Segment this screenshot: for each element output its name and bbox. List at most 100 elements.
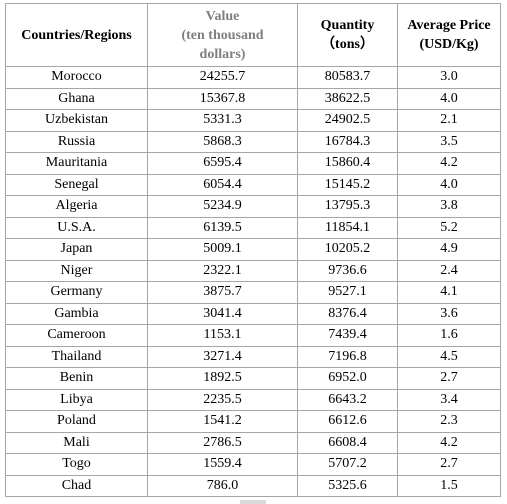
country-cell: Ghana <box>5 87 148 110</box>
table-row: Russia 5868.3 16784.3 3.5 <box>5 130 501 153</box>
country-cell: Mauritania <box>5 152 148 175</box>
table-row: Germany 3875.7 9527.1 4.1 <box>5 281 501 304</box>
country-cell: Chad <box>5 474 148 497</box>
price-cell: 3.6 <box>397 302 501 325</box>
table-row: Algeria 5234.9 13795.3 3.8 <box>5 195 501 218</box>
country-cell: Cameroon <box>5 324 148 347</box>
price-cell: 4.0 <box>397 87 501 110</box>
table-row: Ghana 15367.8 38622.5 4.0 <box>5 87 501 110</box>
header-quantity: Quantity （tons） <box>297 3 398 67</box>
table-row: Mauritania 6595.4 15860.4 4.2 <box>5 152 501 175</box>
quantity-cell: 80583.7 <box>297 66 398 89</box>
country-cell: Morocco <box>5 66 148 89</box>
country-cell: Senegal <box>5 173 148 196</box>
price-cell: 3.8 <box>397 195 501 218</box>
value-cell: 786.0 <box>147 474 298 497</box>
value-cell: 1892.5 <box>147 367 298 390</box>
country-cell: Libya <box>5 388 148 411</box>
value-cell: 2235.5 <box>147 388 298 411</box>
price-cell: 4.2 <box>397 152 501 175</box>
header-price-line1: Average Price <box>407 18 491 33</box>
price-cell: 2.7 <box>397 367 501 390</box>
header-countries-regions: Countries/Regions <box>5 3 148 67</box>
price-cell: 4.0 <box>397 173 501 196</box>
data-table-container: Countries/Regions Value (ten thousand do… <box>5 3 501 497</box>
table-row: Morocco 24255.7 80583.7 3.0 <box>5 66 501 89</box>
quantity-cell: 7439.4 <box>297 324 398 347</box>
quantity-cell: 16784.3 <box>297 130 398 153</box>
quantity-cell: 38622.5 <box>297 87 398 110</box>
value-cell: 6054.4 <box>147 173 298 196</box>
quantity-cell: 9736.6 <box>297 259 398 282</box>
header-value: Value (ten thousand dollars) <box>147 3 298 67</box>
country-cell: Togo <box>5 453 148 476</box>
quantity-cell: 15860.4 <box>297 152 398 175</box>
header-quantity-line2: （tons） <box>321 37 374 52</box>
country-cell: Germany <box>5 281 148 304</box>
value-cell: 5009.1 <box>147 238 298 261</box>
header-row: Countries/Regions Value (ten thousand do… <box>5 3 501 67</box>
table-row: U.S.A. 6139.5 11854.1 5.2 <box>5 216 501 239</box>
price-cell: 4.1 <box>397 281 501 304</box>
quantity-cell: 10205.2 <box>297 238 398 261</box>
value-cell: 1541.2 <box>147 410 298 433</box>
country-cell: Poland <box>5 410 148 433</box>
value-cell: 6595.4 <box>147 152 298 175</box>
price-cell: 2.7 <box>397 453 501 476</box>
quantity-cell: 6608.4 <box>297 431 398 454</box>
quantity-cell: 9527.1 <box>297 281 398 304</box>
country-cell: U.S.A. <box>5 216 148 239</box>
value-cell: 1559.4 <box>147 453 298 476</box>
price-cell: 1.6 <box>397 324 501 347</box>
quantity-cell: 6952.0 <box>297 367 398 390</box>
table-row: Togo 1559.4 5707.2 2.7 <box>5 453 501 476</box>
value-cell: 5868.3 <box>147 130 298 153</box>
country-cell: Niger <box>5 259 148 282</box>
country-cell: Uzbekistan <box>5 109 148 132</box>
quantity-cell: 15145.2 <box>297 173 398 196</box>
quantity-cell: 6643.2 <box>297 388 398 411</box>
quantity-cell: 7196.8 <box>297 345 398 368</box>
export-table: Countries/Regions Value (ten thousand do… <box>5 3 501 497</box>
header-quantity-line1: Quantity <box>320 18 375 33</box>
price-cell: 3.5 <box>397 130 501 153</box>
price-cell: 1.5 <box>397 474 501 497</box>
quantity-cell: 6612.6 <box>297 410 398 433</box>
value-cell: 3041.4 <box>147 302 298 325</box>
value-cell: 2322.1 <box>147 259 298 282</box>
price-cell: 2.1 <box>397 109 501 132</box>
value-cell: 1153.1 <box>147 324 298 347</box>
table-row: Uzbekistan 5331.3 24902.5 2.1 <box>5 109 501 132</box>
value-cell: 2786.5 <box>147 431 298 454</box>
table-row: Japan 5009.1 10205.2 4.9 <box>5 238 501 261</box>
header-price-line2: (USD/Kg) <box>419 37 479 52</box>
table-row: Mali 2786.5 6608.4 4.2 <box>5 431 501 454</box>
table-row: Libya 2235.5 6643.2 3.4 <box>5 388 501 411</box>
table-body: Morocco 24255.7 80583.7 3.0 Ghana 15367.8 3862… <box>5 66 501 497</box>
price-cell: 2.3 <box>397 410 501 433</box>
price-cell: 4.9 <box>397 238 501 261</box>
price-cell: 3.0 <box>397 66 501 89</box>
table-row: Thailand 3271.4 7196.8 4.5 <box>5 345 501 368</box>
value-cell: 3875.7 <box>147 281 298 304</box>
quantity-cell: 8376.4 <box>297 302 398 325</box>
header-value-line2: (ten thousand <box>181 27 264 43</box>
table-row: Poland 1541.2 6612.6 2.3 <box>5 410 501 433</box>
quantity-cell: 24902.5 <box>297 109 398 132</box>
table-row: Gambia 3041.4 8376.4 3.6 <box>5 302 501 325</box>
value-cell: 5331.3 <box>147 109 298 132</box>
table-row: Niger 2322.1 9736.6 2.4 <box>5 259 501 282</box>
price-cell: 3.4 <box>397 388 501 411</box>
price-cell: 5.2 <box>397 216 501 239</box>
country-cell: Gambia <box>5 302 148 325</box>
header-average-price: Average Price (USD/Kg) <box>397 3 501 67</box>
price-cell: 4.5 <box>397 345 501 368</box>
bottom-edge-tab <box>240 500 266 504</box>
value-cell: 3271.4 <box>147 345 298 368</box>
header-value-line3: dollars) <box>199 46 246 62</box>
quantity-cell: 5325.6 <box>297 474 398 497</box>
price-cell: 4.2 <box>397 431 501 454</box>
country-cell: Mali <box>5 431 148 454</box>
header-country-label: Countries/Regions <box>21 27 132 43</box>
country-cell: Russia <box>5 130 148 153</box>
